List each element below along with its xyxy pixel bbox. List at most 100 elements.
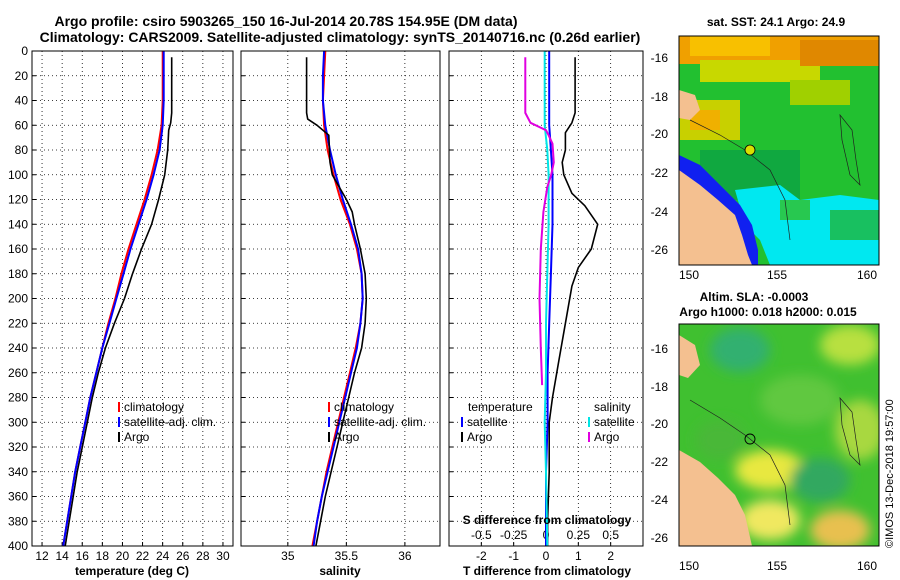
- depth-tick-label: 260: [8, 366, 28, 380]
- legend-s-argo-label: Argo: [594, 430, 620, 444]
- temperature-xtick-label: 16: [76, 549, 90, 563]
- salinity-xtick-label: 36: [398, 549, 412, 563]
- depth-tick-label: 220: [8, 316, 28, 330]
- temperature-frame: [31, 50, 234, 547]
- s-difference-tick-label: -0.5: [471, 528, 492, 542]
- sla-map-title-line1: Altim. SLA: -0.0003: [700, 290, 809, 304]
- sst-map-title: sat. SST: 24.1 Argo: 24.9: [707, 15, 846, 29]
- depth-tick-label: 20: [15, 69, 29, 83]
- difference-frame: [448, 50, 644, 547]
- legend-argo-label: Argo: [334, 430, 360, 444]
- s-difference-tick-label: -0.25: [500, 528, 528, 542]
- sst-contour-reef: [839, 113, 861, 187]
- sla-xtick: 160: [857, 559, 877, 573]
- legend-climatology-label: climatology: [334, 400, 394, 414]
- sla-contour-reef: [839, 396, 861, 467]
- depth-tick-label: 120: [8, 193, 28, 207]
- temperature-xtick-label: 22: [136, 549, 150, 563]
- difference-series-t-satellite: [545, 51, 554, 546]
- legend-satellite-label: satellite-adj. clim.: [124, 415, 216, 429]
- salinity-panel: 35 35.5 36: [240, 50, 441, 563]
- depth-tick-label: 80: [15, 143, 29, 157]
- sst-ytick: -24: [651, 205, 669, 219]
- legend-t-satellite-label: satellite: [467, 415, 508, 429]
- depth-tick-label: 160: [8, 242, 28, 256]
- sst-land-north: [679, 90, 700, 120]
- legend-salinity-title: salinity: [594, 400, 631, 414]
- s-difference-tick-label: 0.25: [567, 528, 591, 542]
- sst-xtick: 150: [679, 268, 699, 282]
- difference-panel: -2 -1 0 1 2-0.5 -0.25 0 0.25 0.5: [448, 50, 644, 563]
- sst-map-frame: [678, 35, 880, 266]
- sla-ytick: -26: [651, 531, 669, 545]
- depth-tick-label: 200: [8, 292, 28, 306]
- sst-land: [679, 170, 752, 265]
- sla-land: [679, 450, 752, 546]
- sst-green-island: [830, 210, 879, 240]
- temperature-xtick-label: 14: [55, 549, 69, 563]
- temperature-xtick-label: 20: [116, 549, 130, 563]
- difference-xtick-label: 1: [575, 549, 582, 563]
- difference-series-s-satellite: [543, 51, 550, 547]
- depth-tick-label: 380: [8, 514, 28, 528]
- temperature-xtick-label: 26: [176, 549, 190, 563]
- sla-blob: [695, 420, 745, 460]
- s-difference-tick-label: 0.5: [602, 528, 619, 542]
- depth-tick-label: 320: [8, 440, 28, 454]
- sst-cyan-region: [735, 185, 879, 265]
- temperature-xtick-label: 18: [96, 549, 110, 563]
- sla-ytick: -24: [651, 493, 669, 507]
- temperature-series-argo: [64, 57, 173, 547]
- sla-map: [679, 324, 879, 546]
- sla-xtick: 155: [767, 559, 787, 573]
- salinity-series-satellite-adj-clim: [312, 50, 364, 547]
- sst-orange-patch: [800, 40, 879, 66]
- sla-ytick: -22: [651, 455, 669, 469]
- sst-xtick: 160: [857, 268, 877, 282]
- sla-blob: [740, 500, 800, 540]
- legend-argo-label: Argo: [124, 430, 150, 444]
- s-difference-label: S difference from climatology: [463, 513, 632, 527]
- sla-contour: [689, 399, 791, 526]
- depth-tick-label: 240: [8, 341, 28, 355]
- sla-ytick: -18: [651, 380, 669, 394]
- difference-series-s-argo: [524, 57, 555, 386]
- depth-tick-label: 40: [15, 94, 29, 108]
- sst-ytick: -16: [651, 51, 669, 65]
- sst-ytick: -20: [651, 127, 669, 141]
- legend-t-argo-label: Argo: [467, 430, 493, 444]
- sla-argo-marker: [744, 433, 756, 445]
- sla-blob: [760, 375, 840, 425]
- temperature-xtick-label: 28: [196, 549, 210, 563]
- sla-blob: [810, 510, 870, 546]
- figure-title-line2: Climatology: CARS2009. Satellite-adjuste…: [40, 29, 641, 45]
- sst-ytick: -22: [651, 166, 669, 180]
- sst-xtick: 155: [767, 268, 787, 282]
- depth-tick-label: 60: [15, 118, 29, 132]
- salinity-xtick-label: 35.5: [335, 549, 359, 563]
- salinity-legend: climatology satellite-adj. clim. Argo: [328, 400, 426, 444]
- temperature-xtick-label: 24: [156, 549, 170, 563]
- sla-xtick: 150: [679, 559, 699, 573]
- legend-satellite-label: satellite-adj. clim.: [334, 415, 426, 429]
- depth-tick-label: 0: [21, 44, 28, 58]
- sst-warm-patch: [690, 36, 770, 56]
- sla-field: [695, 325, 879, 546]
- sla-ytick: -20: [651, 417, 669, 431]
- temperature-legend: climatology satellite-adj. clim. Argo: [118, 400, 216, 444]
- salinity-xtick-label: 35: [281, 549, 295, 563]
- difference-xtick-label: 2: [607, 549, 614, 563]
- sst-map: [679, 36, 879, 265]
- depth-tick-label: 360: [8, 490, 28, 504]
- difference-xtick-label: -2: [476, 549, 487, 563]
- salinity-frame: [240, 50, 441, 547]
- sla-blob: [790, 458, 850, 502]
- sla-map-axes: -16 -18 -20 -22 -24 -26 150 155 160: [651, 342, 878, 573]
- difference-series-t-argo: [546, 57, 599, 546]
- depth-tick-label: 300: [8, 415, 28, 429]
- sla-blob: [735, 450, 805, 490]
- depth-tick-label: 140: [8, 217, 28, 231]
- figure-title-line1: Argo profile: csiro 5903265_150 16-Jul-2…: [54, 13, 517, 29]
- depth-tick-label: 340: [8, 465, 28, 479]
